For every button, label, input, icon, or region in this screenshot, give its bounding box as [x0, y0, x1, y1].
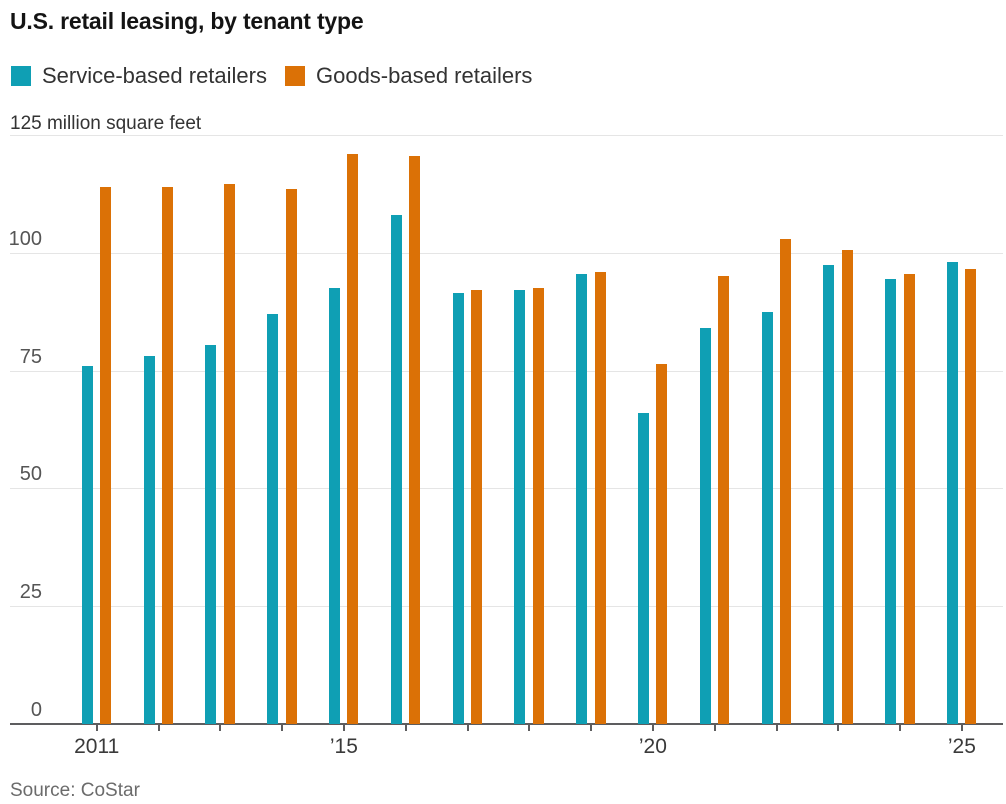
bar-service-2020 [637, 413, 649, 724]
gridline-125 [10, 135, 1003, 136]
bar-service-2025 [946, 262, 958, 724]
bar-service-2013 [205, 344, 217, 724]
x-axis-tick-label-2011: 2011 [74, 735, 120, 758]
bar-goods-2019 [594, 271, 606, 724]
x-axis-tick-label-2015: ’15 [329, 735, 358, 758]
bar-goods-2012 [162, 186, 173, 724]
gridline-25 [10, 606, 1003, 608]
x-axis-tick-2020 [651, 725, 654, 731]
y-axis-tick-label-75: 75 [19, 345, 42, 368]
bar-goods-2015 [347, 153, 359, 724]
y-axis-unit-label: 125 million square feet [10, 113, 202, 134]
gridline-75 [10, 370, 1003, 372]
bar-service-2024 [885, 278, 897, 724]
y-axis-tick-label-25: 25 [19, 581, 42, 604]
legend: Service-based retailers Goods-based reta… [11, 63, 532, 89]
gridline-100 [10, 252, 1003, 254]
x-axis-tick-2018 [528, 725, 531, 731]
x-axis-tick-label-2020: ’20 [638, 735, 667, 758]
bar-goods-2013 [223, 184, 235, 724]
bar-goods-2018 [532, 288, 544, 724]
x-axis-tick-2012 [157, 725, 160, 731]
bar-service-2018 [514, 290, 526, 724]
y-axis-tick-label-100: 100 [8, 227, 42, 250]
y-axis-tick-label-0: 0 [30, 699, 42, 721]
bar-service-2012 [143, 356, 155, 724]
x-axis-tick-2024 [899, 725, 902, 731]
x-axis-tick-2014 [281, 725, 284, 731]
service-series-swatch-icon [11, 66, 31, 86]
goods-series-swatch-icon [284, 66, 305, 86]
chart-title: U.S. retail leasing, by tenant type [10, 8, 364, 34]
x-axis-tick-2017 [466, 725, 469, 731]
source-label: Source: CoStar [10, 780, 140, 801]
legend-item-goods: Goods-based retailers [284, 63, 533, 89]
x-axis-tick-2025 [960, 725, 963, 731]
x-axis-tick-label-2025: ’25 [947, 735, 976, 758]
bar-service-2023 [823, 264, 835, 724]
bar-service-2015 [328, 288, 340, 724]
x-axis-tick-2021 [713, 725, 716, 731]
bar-goods-2022 [780, 238, 791, 724]
x-axis-tick-2016 [404, 725, 407, 731]
bar-goods-2024 [903, 274, 915, 724]
legend-label-service: Service-based retailers [42, 63, 267, 88]
gridline-50 [10, 488, 1003, 490]
x-axis-line [10, 723, 1003, 725]
x-axis-tick-2015 [342, 725, 345, 731]
bar-service-2014 [267, 314, 279, 724]
bar-service-2022 [761, 311, 773, 724]
bar-service-2011 [81, 365, 93, 724]
bar-goods-2023 [841, 250, 853, 724]
x-axis-tick-2022 [775, 725, 778, 731]
bar-goods-2017 [471, 290, 482, 724]
legend-item-service: Service-based retailers [11, 63, 267, 89]
x-axis-tick-2023 [837, 725, 840, 731]
bar-service-2016 [390, 215, 402, 724]
bar-goods-2025 [965, 269, 977, 724]
bar-service-2017 [452, 292, 464, 724]
x-axis-tick-2011 [95, 725, 98, 731]
bar-goods-2021 [718, 276, 730, 724]
bar-goods-2011 [100, 186, 112, 724]
bar-goods-2020 [656, 363, 668, 724]
bar-service-2021 [699, 328, 711, 724]
bar-service-2019 [576, 274, 588, 724]
y-axis-tick-label-50: 50 [19, 463, 42, 486]
legend-label-goods: Goods-based retailers [315, 63, 533, 88]
bar-goods-2014 [285, 189, 297, 724]
bar-goods-2016 [409, 156, 421, 724]
x-axis-tick-2019 [590, 725, 593, 731]
x-axis-tick-2013 [219, 725, 222, 731]
